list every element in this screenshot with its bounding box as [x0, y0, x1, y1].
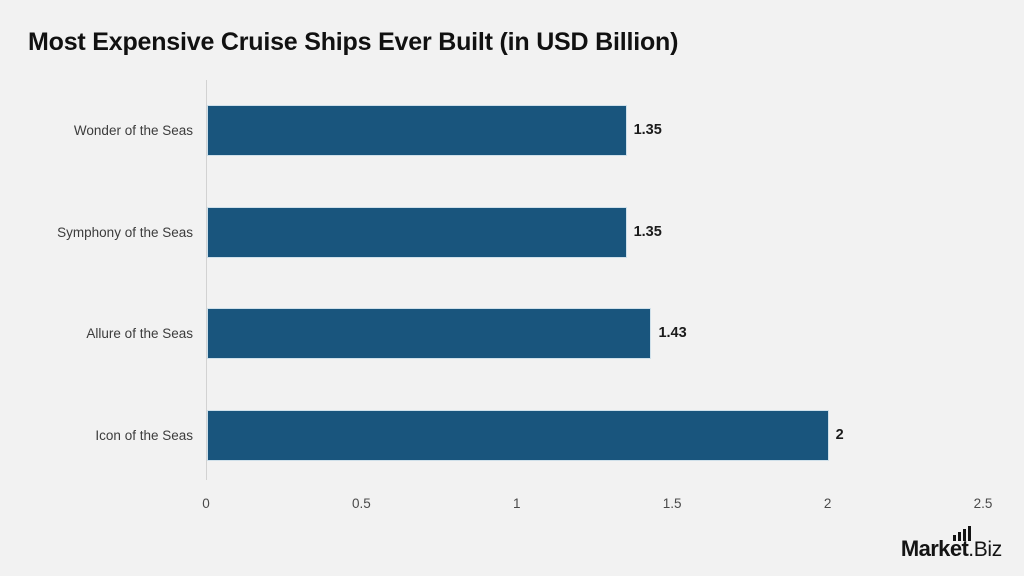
bar-category-label: Symphony of the Seas	[57, 225, 193, 240]
bar-rect[interactable]	[207, 308, 652, 359]
bar-rect[interactable]	[207, 410, 829, 461]
bar-category-label: Wonder of the Seas	[73, 123, 193, 138]
x-axis-tick: 2	[823, 496, 832, 511]
chart-title: Most Expensive Cruise Ships Ever Built (…	[28, 28, 679, 56]
bar-rect[interactable]	[207, 207, 627, 258]
bar-value-label: 1.35	[633, 224, 662, 240]
bar-row[interactable]: Allure of the Seas 1.43	[0, 308, 1024, 359]
bar-value-label: 2	[835, 427, 844, 443]
bar-row[interactable]: Symphony of the Seas 1.35	[0, 207, 1024, 258]
x-axis-tick: 0.5	[352, 496, 371, 511]
logo-text-secondary: .Biz	[968, 538, 1002, 561]
x-axis: 0 0.5 1 1.5 2 2.5	[0, 482, 1024, 522]
bar-chart-icon	[952, 526, 971, 541]
bar-category-label: Icon of the Seas	[95, 428, 193, 443]
bar-value-label: 1.43	[658, 325, 687, 341]
x-axis-tick: 0	[202, 496, 210, 511]
x-axis-tick: 1	[513, 496, 521, 511]
x-axis-tick: 2.5	[973, 496, 993, 511]
logo-text-primary: Market	[900, 536, 969, 561]
bar-category-label: Allure of the Seas	[86, 326, 193, 341]
y-axis-line	[206, 80, 207, 480]
bar-rect[interactable]	[207, 105, 627, 156]
x-axis-tick: 1.5	[662, 496, 682, 511]
bar-value-label: 1.35	[633, 122, 662, 138]
brand-logo[interactable]: Market .Biz	[900, 526, 1002, 562]
bar-row[interactable]: Wonder of the Seas 1.35	[0, 105, 1024, 156]
plot-area: Wonder of the Seas 1.35 Symphony of the …	[0, 78, 1024, 482]
bar-row[interactable]: Icon of the Seas 2	[0, 410, 1024, 461]
